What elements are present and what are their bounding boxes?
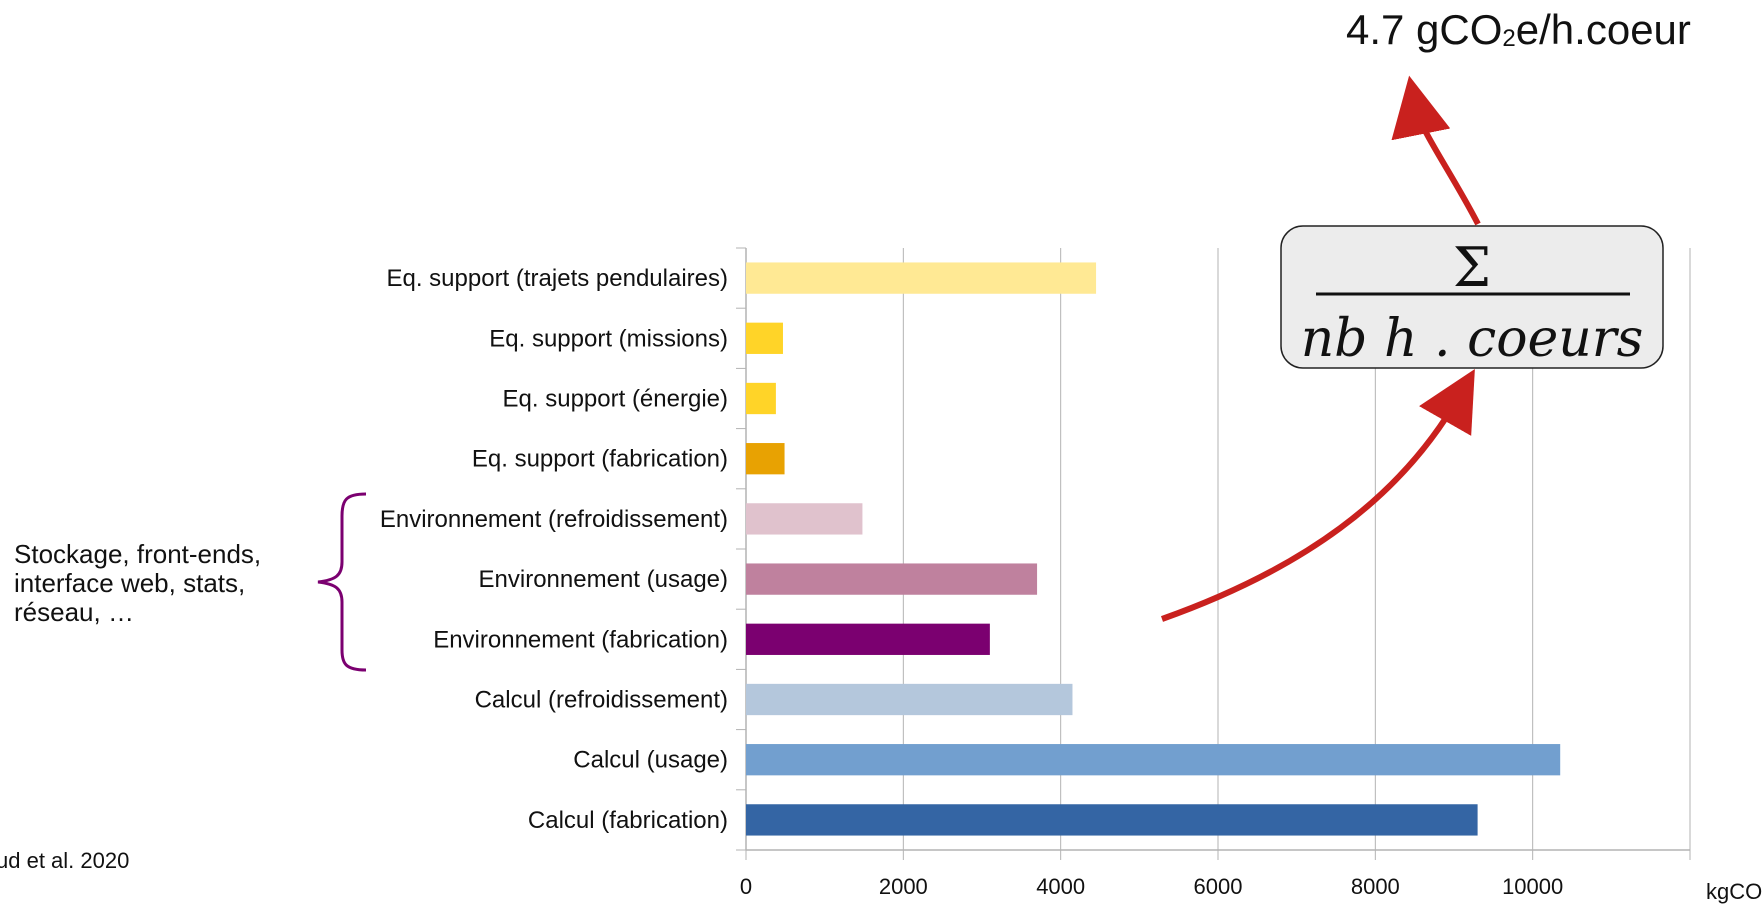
category-label: Eq. support (énergie) [503,386,728,413]
bars [746,262,1561,836]
bar [746,744,1561,776]
bar [746,503,863,535]
bar [746,683,1073,716]
bracket-text-line1: Stockage, front-ends, [14,539,261,569]
bar [746,262,1097,294]
category-label: Calcul (fabrication) [528,807,728,834]
x-tick-label: 2000 [879,874,928,899]
category-label: Environnement (usage) [479,566,728,593]
bar [746,382,776,415]
arrow-to-formula [1160,368,1475,622]
formula-box: Σ nb h . coeurs [1280,225,1664,369]
category-label: Eq. support (missions) [489,325,728,352]
bracket-text-line3: réseau, … [14,597,134,627]
category-label: Calcul (refroidissement) [475,687,728,714]
arrow-to-result [1391,75,1481,226]
category-label: Calcul (usage) [573,747,728,774]
result-value: 4.7 gCO2e/h.coeur [1346,6,1691,53]
formula-numerator: Σ [1453,236,1491,299]
curly-bracket-icon [317,492,367,672]
x-tick-label: 10000 [1502,874,1563,899]
bar [746,804,1478,836]
bracket-annotation: Stockage, front-ends, interface web, sta… [14,492,367,672]
bar [746,322,783,354]
x-tick-label: 6000 [1194,874,1243,899]
bracket-text-line2: interface web, stats, [14,568,245,598]
formula-denominator: nb h . coeurs [1301,309,1644,369]
x-tick-label: 8000 [1351,874,1400,899]
citation: ud et al. 2020 [0,848,129,873]
formula-box-frame [1280,225,1664,369]
bar [746,623,990,655]
category-label: Eq. support (fabrication) [472,446,728,473]
x-tick-label: 4000 [1036,874,1085,899]
bar [746,443,785,475]
category-label: Eq. support (trajets pendulaires) [386,265,728,292]
category-labels: Eq. support (trajets pendulaires) Eq. sup… [380,265,728,834]
x-tick-label: 0 [740,874,752,899]
category-label: Environnement (refroidissement) [380,506,728,533]
category-label: Environnement (fabrication) [433,626,728,653]
plot-area: Eq. support (trajets pendulaires) Eq. sup… [380,247,1691,899]
tick-labels: 0 2000 4000 6000 8000 10000 [740,874,1563,899]
x-axis-label: kgCO [1706,879,1762,904]
bar [746,563,1038,595]
